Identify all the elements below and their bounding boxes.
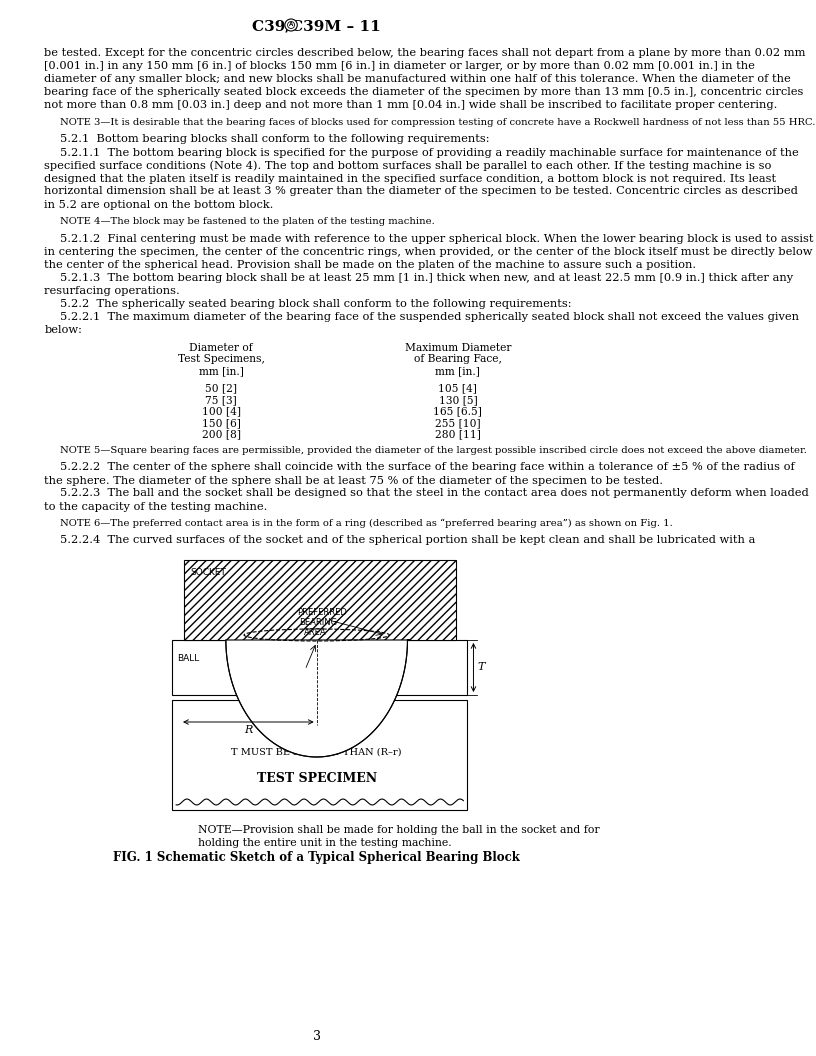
Text: 165 [6.5]: 165 [6.5] [433,407,482,416]
Text: PREFERRED: PREFERRED [297,608,347,617]
Text: resurfacing operations.: resurfacing operations. [44,286,180,296]
Text: Maximum Diameter: Maximum Diameter [405,343,511,353]
Text: [0.001 in.] in any 150 mm [6 in.] of blocks 150 mm [6 in.] in diameter or larger: [0.001 in.] in any 150 mm [6 in.] of blo… [44,61,755,71]
Text: T MUST BE NO LESS THAN (R–r): T MUST BE NO LESS THAN (R–r) [232,748,402,757]
Text: 3: 3 [313,1030,321,1043]
Text: NOTE 6—The preferred contact area is in the form of a ring (described as “prefer: NOTE 6—The preferred contact area is in … [60,518,672,528]
Bar [172,640,468,695]
Text: T: T [477,662,485,673]
Bar [172,700,468,810]
Polygon shape [184,560,455,640]
Text: 255 [10]: 255 [10] [435,418,481,428]
Text: diameter of any smaller block; and new blocks shall be manufactured within one h: diameter of any smaller block; and new b… [44,74,791,84]
Text: A: A [289,22,293,27]
Text: BEARING: BEARING [299,618,338,627]
Text: in 5.2 are optional on the bottom block.: in 5.2 are optional on the bottom block. [44,200,273,209]
Text: 5.2.1  Bottom bearing blocks shall conform to the following requirements:: 5.2.1 Bottom bearing blocks shall confor… [60,134,490,145]
Text: 5.2.2.1  The maximum diameter of the bearing face of the suspended spherically s: 5.2.2.1 The maximum diameter of the bear… [60,312,799,322]
Text: 5.2.2.2  The center of the sphere shall coincide with the surface of the bearing: 5.2.2.2 The center of the sphere shall c… [60,463,795,472]
Text: C39/C39M – 11: C39/C39M – 11 [252,20,381,34]
Text: 5.2.2.4  The curved surfaces of the socket and of the spherical portion shall be: 5.2.2.4 The curved surfaces of the socke… [60,535,755,545]
Text: 5.2.1.1  The bottom bearing block is specified for the purpose of providing a re: 5.2.1.1 The bottom bearing block is spec… [60,148,799,157]
Text: designed that the platen itself is readily maintained in the specified surface c: designed that the platen itself is readi… [44,173,776,184]
Text: mm [in.]: mm [in.] [436,366,481,376]
Text: R: R [244,725,253,735]
Text: 5.2.2.3  The ball and the socket shall be designed so that the steel in the cont: 5.2.2.3 The ball and the socket shall be… [60,489,809,498]
Text: mm [in.]: mm [in.] [199,366,244,376]
Text: BALL: BALL [177,654,199,663]
Text: NOTE 4—The block may be fastened to the platen of the testing machine.: NOTE 4—The block may be fastened to the … [60,218,434,226]
Polygon shape [226,640,410,757]
Text: Diameter of: Diameter of [189,343,253,353]
Text: to the capacity of the testing machine.: to the capacity of the testing machine. [44,502,268,511]
Text: holding the entire unit in the testing machine.: holding the entire unit in the testing m… [198,838,451,848]
Text: below:: below: [44,325,82,335]
Text: specified surface conditions (Note 4). The top and bottom surfaces shall be para: specified surface conditions (Note 4). T… [44,161,772,171]
Text: 5.2.2  The spherically seated bearing block shall conform to the following requi: 5.2.2 The spherically seated bearing blo… [60,299,571,309]
Text: the center of the spherical head. Provision shall be made on the platen of the m: the center of the spherical head. Provis… [44,260,696,270]
Text: of Bearing Face,: of Bearing Face, [414,355,502,364]
Text: NOTE 5—Square bearing faces are permissible, provided the diameter of the larges: NOTE 5—Square bearing faces are permissi… [60,446,807,455]
Text: 5.2.1.3  The bottom bearing block shall be at least 25 mm [1 in.] thick when new: 5.2.1.3 The bottom bearing block shall b… [60,274,793,283]
Text: FIG. 1 Schematic Sketch of a Typical Spherical Bearing Block: FIG. 1 Schematic Sketch of a Typical Sph… [113,851,520,864]
Text: 5.2.1.2  Final centering must be made with reference to the upper spherical bloc: 5.2.1.2 Final centering must be made wit… [60,234,814,244]
Text: SOCKET: SOCKET [190,568,226,577]
Text: 150 [6]: 150 [6] [202,418,241,428]
Text: the sphere. The diameter of the sphere shall be at least 75 % of the diameter of: the sphere. The diameter of the sphere s… [44,475,663,486]
Text: horizontal dimension shall be at least 3 % greater than the diameter of the spec: horizontal dimension shall be at least 3… [44,187,798,196]
Text: 105 [4]: 105 [4] [438,383,477,394]
Text: NOTE 3—It is desirable that the bearing faces of blocks used for compression tes: NOTE 3—It is desirable that the bearing … [60,118,815,127]
Text: AREA: AREA [304,628,327,637]
Ellipse shape [287,21,295,29]
Text: 130 [5]: 130 [5] [438,395,477,406]
Ellipse shape [285,19,297,31]
Text: Test Specimens,: Test Specimens, [178,355,264,364]
Text: 100 [4]: 100 [4] [202,407,241,416]
Text: TEST SPECIMEN: TEST SPECIMEN [256,772,377,785]
Text: in centering the specimen, the center of the concentric rings, when provided, or: in centering the specimen, the center of… [44,247,813,257]
Text: 280 [11]: 280 [11] [435,430,481,439]
Text: 75 [3]: 75 [3] [206,395,237,406]
Text: NOTE—Provision shall be made for holding the ball in the socket and for: NOTE—Provision shall be made for holding… [198,825,600,835]
Text: be tested. Except for the concentric circles described below, the bearing faces : be tested. Except for the concentric cir… [44,48,805,58]
Text: not more than 0.8 mm [0.03 in.] deep and not more than 1 mm [0.04 in.] wide shal: not more than 0.8 mm [0.03 in.] deep and… [44,100,778,110]
Text: 200 [8]: 200 [8] [202,430,241,439]
Text: 50 [2]: 50 [2] [205,383,237,394]
Text: bearing face of the spherically seated block exceeds the diameter of the specime: bearing face of the spherically seated b… [44,87,804,97]
